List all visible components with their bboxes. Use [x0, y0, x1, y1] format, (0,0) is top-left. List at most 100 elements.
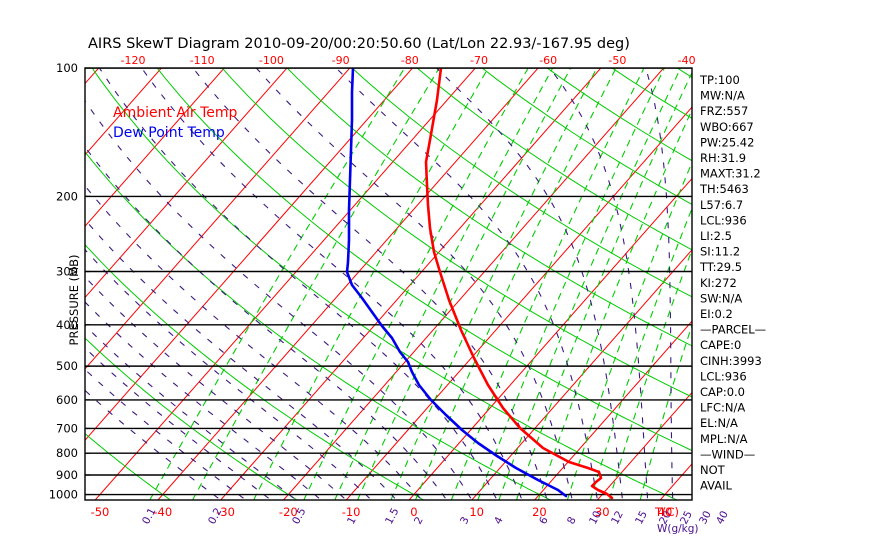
pressure-tick-label: 800: [56, 446, 78, 460]
moist-adiabat: [645, 68, 674, 499]
isotherm: [283, 68, 665, 500]
mixing-ratio-tick-label: 12: [609, 509, 626, 526]
temperature-tick-label: 40: [658, 505, 673, 519]
moist-adiabat: [85, 347, 269, 499]
dry-adiabat: [221, 68, 692, 398]
top-tick-label: -60: [539, 54, 557, 67]
top-tick-label: -110: [190, 54, 215, 67]
isotherm: [534, 320, 692, 500]
isobar-lines: [85, 68, 692, 496]
temperature-tick-label: -10: [342, 505, 361, 519]
sounding-traces: [345, 68, 614, 500]
mixing-ratio-tick-label: 6: [537, 515, 551, 527]
mixing-ratio-tick-label: 20: [657, 509, 674, 526]
top-tick-label: -40: [678, 54, 696, 67]
mixing-ratio-line: [303, 68, 529, 500]
isotherm: [85, 68, 288, 299]
dry-adiabat: [156, 68, 692, 452]
top-tick-label: -50: [608, 54, 626, 67]
dry-adiabat: [85, 337, 298, 500]
moist-adiabat: [98, 68, 497, 499]
stat-lfc: LFC:N/A: [700, 401, 745, 415]
stat-mpl: MPL:N/A: [700, 432, 748, 446]
mixing-ratio-line: [253, 68, 489, 500]
moist-adiabat: [192, 68, 548, 499]
isotherm: [85, 68, 225, 227]
stat-th: TH:5463: [699, 182, 749, 196]
stat-lcl: LCL:936: [700, 213, 747, 227]
pressure-tick-label: 200: [56, 189, 78, 203]
stat-rh: RH:31.9: [700, 151, 746, 165]
stat-header: —PARCEL—: [700, 323, 766, 337]
isotherm: [85, 68, 351, 370]
moist-adiabat: [85, 301, 320, 499]
stat-el: EL:N/A: [700, 416, 738, 430]
bottom-axis-ticks: -50 -40 -30 -20 -10 0 10 20 30 40: [91, 505, 673, 519]
sounding-trace: [424, 68, 614, 500]
mixing-ratio-lines: [149, 68, 692, 500]
mixing-ratio-line: [357, 68, 572, 500]
moist-adiabat: [255, 68, 573, 499]
temperature-tick-label: -40: [153, 505, 172, 519]
isotherm: [85, 68, 414, 441]
stat-notavail1: NOT: [700, 463, 726, 477]
stat-ei: EI:0.2: [700, 307, 733, 321]
mixing-ratio-line: [537, 108, 692, 500]
moist-adiabat: [85, 368, 244, 499]
x-axis-title-mixing-ratio: W(g/kg): [657, 523, 699, 535]
stat-pw: PW:25.42: [700, 135, 754, 149]
mixing-ratio-tick-label: 25: [678, 509, 695, 526]
isotherm: [220, 68, 602, 500]
moist-adiabat-lines: [85, 68, 674, 499]
top-tick-label: -90: [332, 54, 350, 67]
dry-adiabat: [416, 68, 692, 251]
mixing-ratio-line: [334, 68, 554, 500]
mixing-ratio-tick-label: 10: [587, 509, 604, 526]
mixing-ratio-line: [515, 71, 692, 500]
dry-adiabat: [85, 244, 424, 500]
mixing-ratio-line: [390, 68, 598, 500]
mixing-ratio-tick-label: 1: [345, 515, 359, 527]
stat-tp: TP:100: [699, 73, 740, 87]
temperature-tick-label: 20: [532, 505, 547, 519]
stat-cinh: CINH:3993: [700, 354, 762, 368]
top-tick-label: -120: [121, 54, 146, 67]
dry-adiabat: [286, 68, 692, 347]
moist-adiabat: [335, 68, 598, 499]
plot-frame: [84, 67, 693, 501]
mixing-ratio-tick-label: 2: [412, 515, 426, 527]
moist-adiabat: [140, 68, 522, 499]
mixing-ratio-tick-label: 30: [697, 509, 714, 526]
stat-sw: SW:N/A: [700, 291, 742, 305]
page-title: AIRS SkewT Diagram 2010-09-20/00:20:50.6…: [88, 36, 630, 52]
mixing-ratio-line: [192, 68, 440, 500]
dry-adiabat: [85, 151, 551, 500]
isotherm: [408, 177, 692, 500]
top-axis-ticks: -120 -110 -100 -90 -80 -70 -60 -50 -40: [121, 54, 696, 67]
moist-adiabat: [85, 324, 295, 499]
mixing-ratio-line: [477, 68, 666, 500]
top-tick-label: -80: [401, 54, 419, 67]
mixing-ratio-line: [450, 68, 645, 500]
pressure-tick-label: 700: [56, 421, 78, 435]
y-axis-title: PRESSURE (MB): [67, 255, 81, 346]
pressure-tick-label: 1000: [49, 488, 78, 502]
moist-adiabat: [85, 185, 421, 499]
stat-mw: MW:N/A: [700, 89, 745, 103]
top-tick-label: -70: [470, 54, 488, 67]
stat-lcl2: LCL:936: [700, 369, 747, 383]
sounding-trace: [345, 68, 568, 498]
top-tick-label: -100: [259, 54, 284, 67]
pressure-axis-ticks: 100 200 300 400 500 600 700 800 900 1000: [49, 61, 90, 502]
isotherm: [471, 249, 692, 500]
stat-notavail2: AVAIL: [700, 479, 733, 493]
temperature-tick-label: 0: [410, 505, 417, 519]
isotherm: [85, 68, 163, 156]
stat-cap: CAP:0.0: [700, 385, 745, 399]
mixing-ratio-tick-label: 8: [565, 515, 579, 527]
stat-header2: —WIND—: [700, 447, 755, 461]
stat-si: SI:11.2: [700, 245, 740, 259]
mixing-ratio-tick-label: 3: [458, 515, 472, 527]
